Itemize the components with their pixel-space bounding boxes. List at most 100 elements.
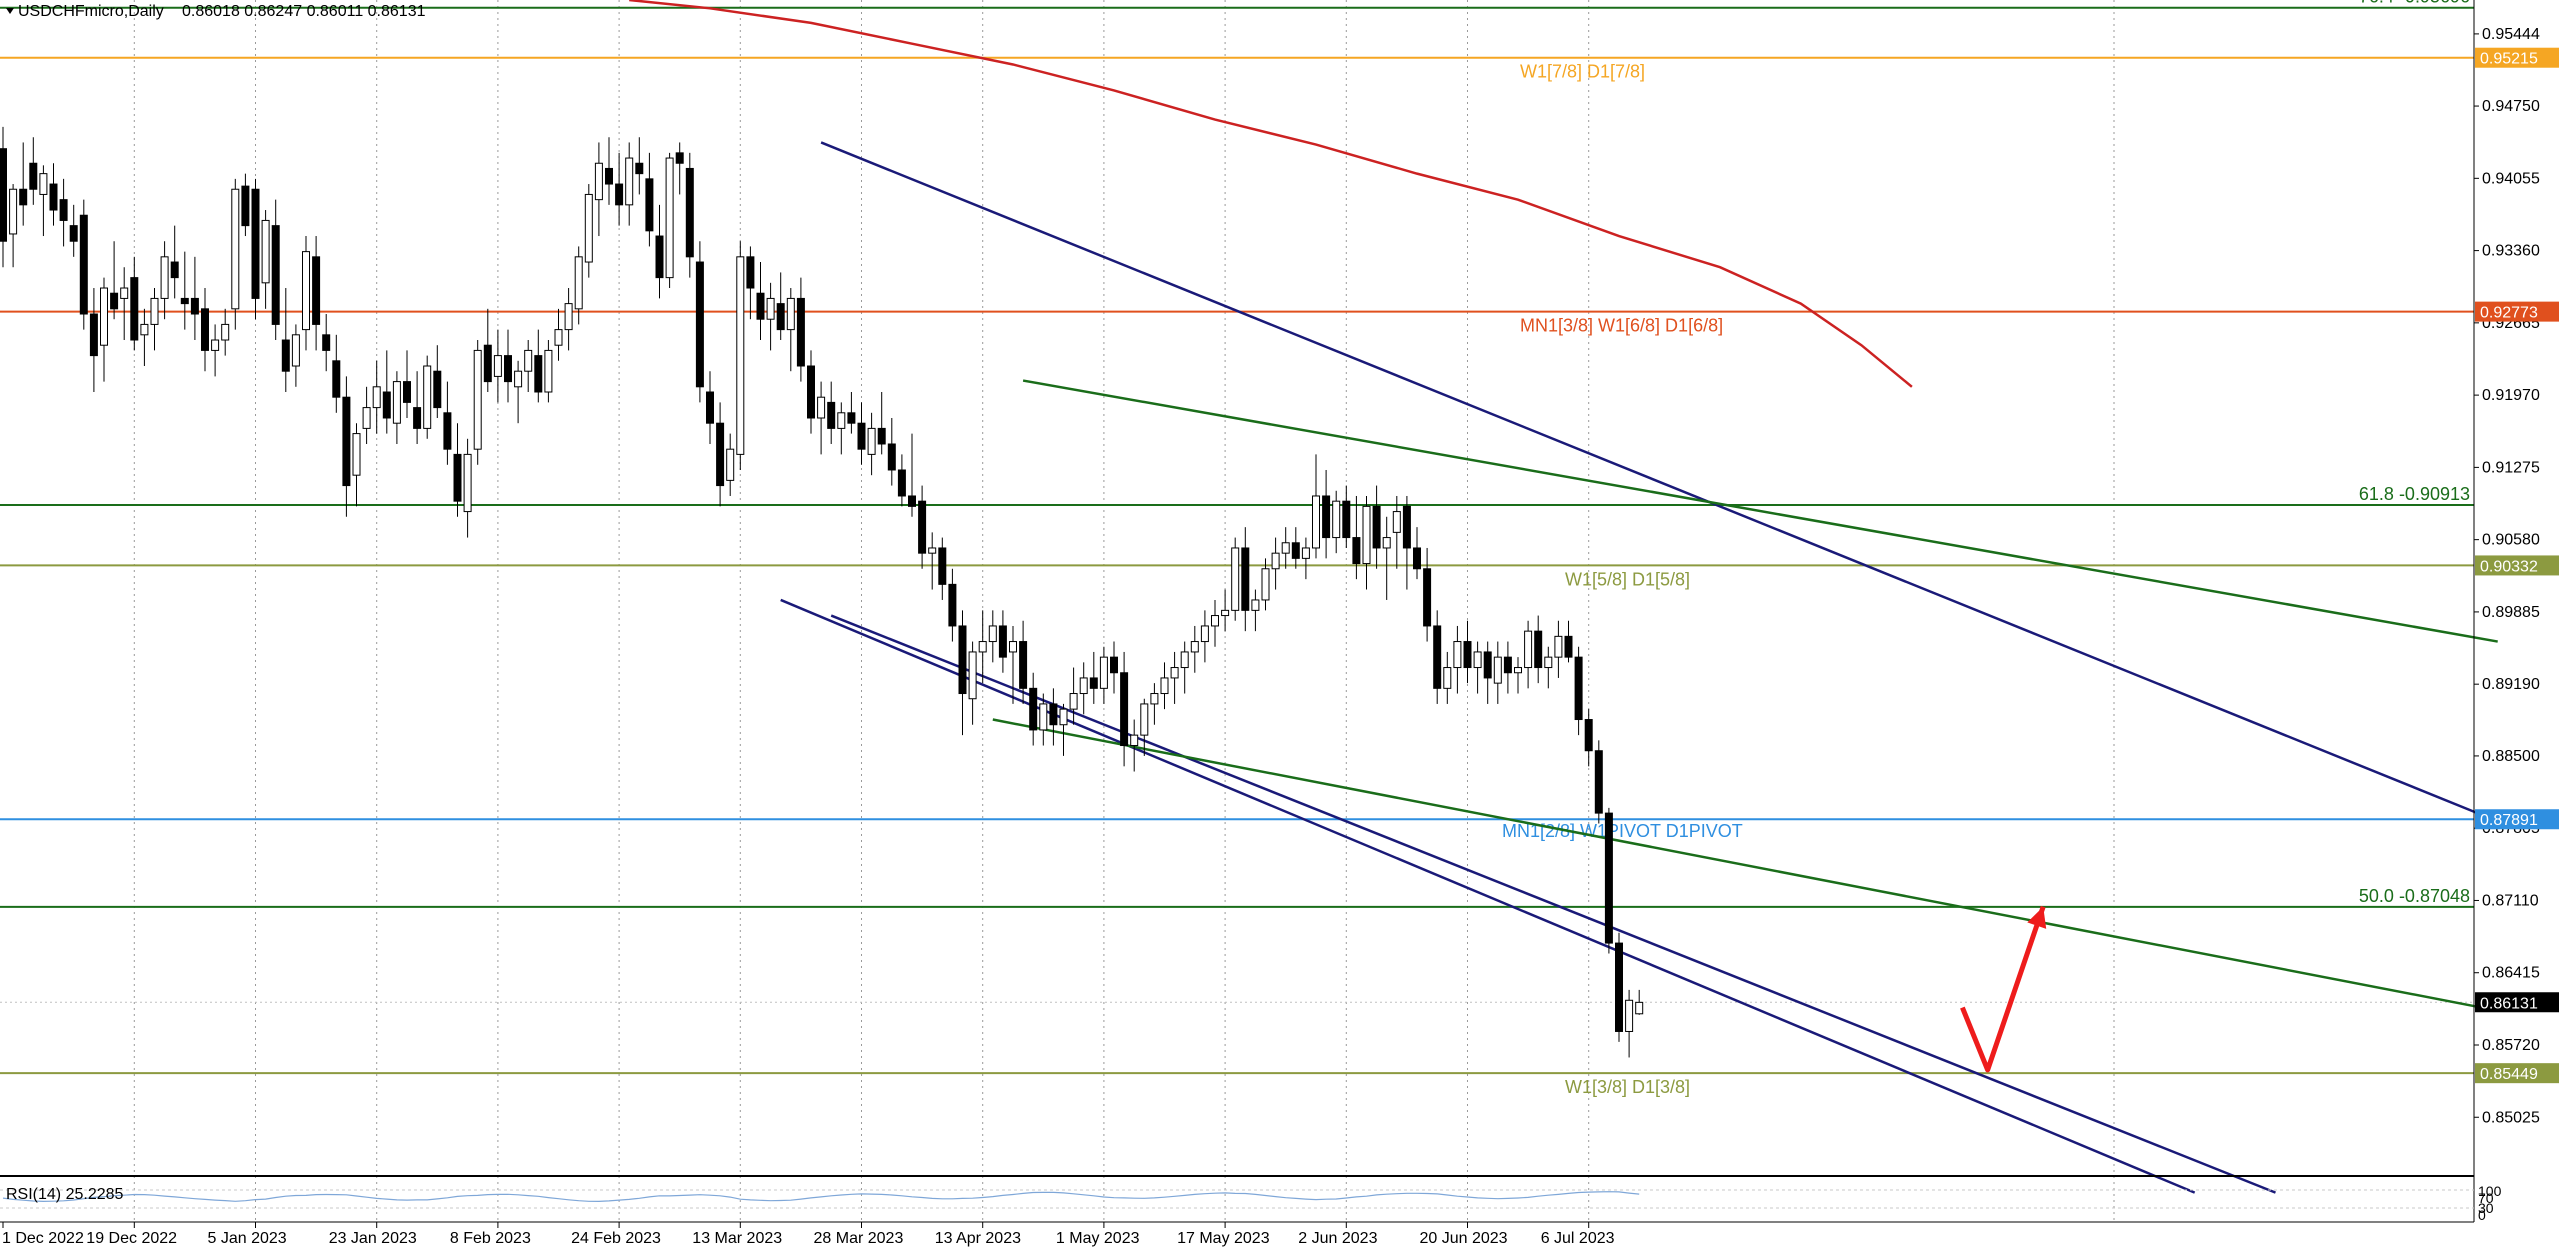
candle-body [534,355,543,393]
price-tick-label: 0.91275 [2482,459,2540,476]
chart-ohlc: 0.86018 0.86247 0.86011 0.86131 [182,3,426,20]
time-tick-label: 13 Apr 2023 [935,1230,1021,1247]
trend-line-green-lower [992,718,2498,1012]
candle-body [1251,599,1260,611]
candle-body [1160,677,1169,695]
candle-body [726,448,735,481]
candle-body [1332,500,1341,539]
candle-body [382,391,391,419]
candle-body [59,199,68,221]
candle-body [897,469,906,497]
candle-body [695,261,704,388]
candle-body [140,323,149,336]
candle-body [655,235,664,279]
time-tick-label: 17 May 2023 [1177,1230,1270,1247]
forecast-arrow [1960,905,2047,1073]
time-tick-label: 24 Feb 2023 [571,1230,661,1247]
candle-body [736,256,745,455]
candle-body [1423,568,1432,627]
candle-body [1483,651,1492,679]
candle-body [887,443,896,471]
candle-body [1049,703,1058,726]
candle-body [817,396,826,419]
candle-body [291,334,300,367]
candle-body [675,152,684,164]
candle-body [69,225,78,242]
candle-body [1170,667,1179,679]
candle-body [908,495,916,507]
candle-body [1372,505,1381,549]
candle-body [423,365,432,429]
candle-body [493,355,502,377]
level-label: W1[3/8] D1[3/8] [1565,1077,1690,1097]
candle-body [1382,537,1391,549]
collapse-triangle-icon[interactable] [6,8,14,14]
candle-body [1231,547,1240,611]
trend-lines [780,141,2498,1194]
time-tick-label: 8 Feb 2023 [450,1230,531,1247]
price-tick-label: 0.91970 [2482,387,2540,404]
candle-body [231,188,240,310]
candle-body [1221,609,1230,617]
candle-body [160,256,169,299]
candle-body [1514,667,1522,674]
candle-body [0,148,7,242]
candle-body [180,297,189,305]
candle-body [271,225,280,325]
price-tick-label: 0.85720 [2482,1037,2540,1054]
time-tick-label: 2 Jun 2023 [1298,1230,1377,1247]
current-price-tag [2475,992,2559,1013]
candle-body [281,339,290,372]
candle-body [1301,547,1310,559]
candle-body [1150,693,1159,705]
candlesticks [0,126,1644,1058]
candle-body [39,173,48,195]
candle-body [1574,656,1583,721]
price-tick-label: 0.86415 [2482,965,2540,982]
candle-body [1544,656,1553,669]
candle-body [1241,547,1250,611]
price-tick-label: 0.87110 [2482,892,2539,909]
forecast-arrowhead [2027,906,2047,929]
candle-body [150,297,159,325]
candle-body [756,292,765,320]
candle-body [867,427,876,455]
candle-body [463,453,472,513]
price-level-tag [2475,555,2559,576]
candle-body [796,297,805,367]
candle-body [302,251,310,331]
candle-body [594,162,603,201]
candle-body [584,193,593,263]
candle-body [1402,505,1411,549]
candle-body [776,303,785,331]
candle-body [807,365,815,419]
candle-body [1190,641,1199,653]
candle-body [1604,812,1613,944]
candle-body [968,651,977,700]
candle-body [29,162,38,190]
candle-body [1524,630,1533,669]
candle-body [574,256,583,310]
price-tick-label: 0.94055 [2482,170,2540,187]
candle-body [1413,547,1421,570]
rsi-scale-30: 30 [2478,1200,2494,1216]
candle-body [1099,656,1108,689]
candle-body [1322,495,1331,539]
candle-body [1140,703,1149,736]
candle-body [1059,708,1068,726]
time-tick-label: 5 Jan 2023 [208,1230,287,1247]
candle-body [483,344,492,383]
price-tick-label: 0.94750 [2482,98,2540,115]
price-tick-label: 0.90580 [2482,532,2540,549]
level-label: 50.0 -0.87048 [2359,886,2470,906]
price-level-tag [2475,1063,2559,1084]
level-label: W1[7/8] D1[7/8] [1520,62,1645,82]
candle-body [635,162,644,175]
candle-body [100,287,108,346]
candle-body [625,157,634,206]
candle-body [716,422,725,487]
price-level-tag-text: 0.85449 [2480,1066,2538,1083]
candle-body [685,167,694,258]
